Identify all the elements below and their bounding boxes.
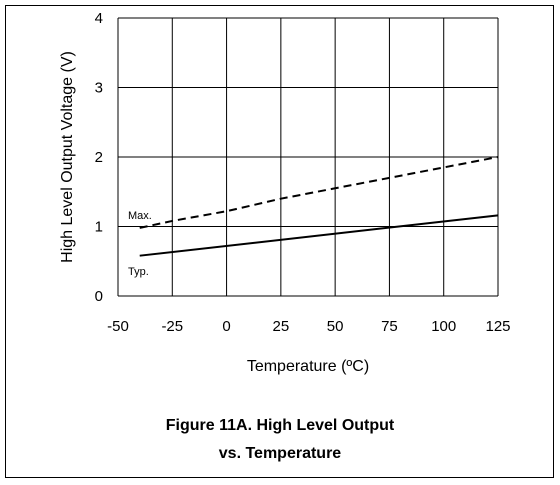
- series-line-max: [139, 156, 499, 229]
- x-tick-label: 75: [381, 318, 398, 335]
- y-tick-label: 2: [95, 149, 103, 166]
- y-axis-label: High Level Output Voltage (V): [59, 51, 76, 263]
- tick-labels: -50 -25 0 25 50 75 100 125 0 1 2 3 4: [95, 10, 511, 335]
- x-axis-label: Temperature (ºC): [247, 358, 369, 375]
- x-tick-label: 50: [327, 318, 344, 335]
- figure-caption: Figure 11A. High Level Output vs. Temper…: [0, 412, 560, 468]
- x-tick-label: 0: [222, 318, 230, 335]
- grid: [117, 17, 499, 297]
- x-tick-label: -25: [161, 318, 183, 335]
- x-tick-label: 100: [431, 318, 456, 335]
- series-lines: [139, 156, 499, 257]
- caption-line-2: vs. Temperature: [218, 445, 342, 462]
- caption-line-1: Figure 11A. High Level Output: [165, 417, 395, 434]
- series-label-typ: Typ.: [128, 266, 149, 278]
- figure-frame: [5, 5, 554, 478]
- chart: -50 -25 0 25 50 75 100 125 0 1 2 3 4 High Level Outp…: [59, 10, 511, 375]
- x-tick-label: 125: [485, 318, 510, 335]
- y-tick-label: 1: [95, 219, 103, 236]
- y-tick-label: 0: [95, 288, 103, 305]
- series-label-max: Max.: [128, 210, 152, 222]
- series-line-typ: [139, 214, 499, 257]
- y-tick-label: 3: [95, 80, 103, 97]
- x-tick-label: 25: [273, 318, 290, 335]
- x-tick-label: -50: [107, 318, 129, 335]
- y-tick-label: 4: [95, 10, 103, 27]
